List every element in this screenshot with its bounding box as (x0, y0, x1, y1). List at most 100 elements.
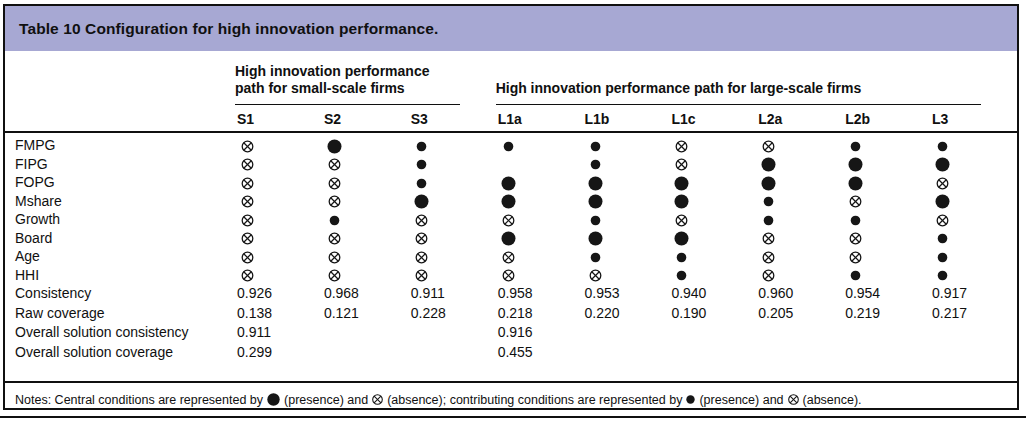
central-presence-icon (588, 194, 603, 209)
contributing-presence-icon (848, 268, 863, 283)
absence-icon (674, 139, 689, 154)
cell-overall-solution-coverage-L2a (756, 343, 843, 363)
cell-fopg-L3 (930, 173, 1017, 192)
absence-icon (848, 231, 863, 246)
cell-fmpg-L2a (756, 132, 843, 155)
absence-icon (240, 157, 255, 172)
table-10-figure: Table 10 Configuration for high innovati… (0, 0, 1026, 423)
cell-mshare-L1b (583, 192, 670, 211)
central-presence-icon (674, 194, 689, 209)
central-presence-icon (501, 176, 516, 191)
contributing-presence-icon (848, 213, 863, 228)
notes-text-3: (absence); contributing conditions are r… (387, 393, 682, 407)
cell-fipg-L2b (843, 155, 930, 174)
cell-raw-coverage-S1: 0.138 (235, 304, 322, 324)
table-title-band: Table 10 Configuration for high innovati… (5, 6, 1017, 51)
cell-age-L3 (930, 247, 1017, 266)
row-label-overall-solution-coverage: Overall solution coverage (5, 343, 235, 363)
cell-board-L3 (930, 229, 1017, 248)
stat-row-raw-coverage: Raw coverage0.1380.1210.2280.2180.2200.1… (5, 304, 1017, 324)
cell-mshare-L2a (756, 192, 843, 211)
column-header-L1a: L1a (496, 105, 583, 132)
absence-icon (501, 250, 516, 265)
cell-overall-solution-coverage-L1c (669, 343, 756, 363)
cell-fipg-L1c (669, 155, 756, 174)
row-label-raw-coverage: Raw coverage (5, 304, 235, 324)
contributing-presence-icon (501, 139, 516, 154)
table-title: Table 10 Configuration for high innovati… (19, 20, 438, 38)
cell-growth-S2 (322, 210, 409, 229)
column-header-L2b: L2b (843, 105, 930, 132)
column-group-large-scale-firms: High innovation performance path for lar… (496, 51, 1017, 105)
notes-text-2: (presence) and (284, 393, 368, 407)
row-label-board: Board (5, 229, 235, 248)
absence-icon (327, 176, 342, 191)
contributing-presence-icon (327, 213, 342, 228)
contributing-presence-icon (935, 139, 950, 154)
cell-growth-S1 (235, 210, 322, 229)
cell-consistency-L1a: 0.958 (496, 284, 583, 304)
cell-mshare-L1c (669, 192, 756, 211)
cell-growth-L1a (496, 210, 583, 229)
cell-overall-solution-consistency-L3 (930, 323, 1017, 343)
contributing-presence-icon (848, 139, 863, 154)
cell-overall-solution-coverage-L1a: 0.455 (496, 343, 583, 363)
cell-hhi-L1a (496, 266, 583, 285)
cell-fipg-S1 (235, 155, 322, 174)
column-header-S2: S2 (322, 105, 409, 132)
stat-row-overall-solution-consistency: Overall solution consistency0.9110.916 (5, 323, 1017, 343)
cell-overall-solution-coverage-S3 (409, 343, 496, 363)
absence-icon (761, 250, 776, 265)
contributing-presence-icon (588, 250, 603, 265)
cell-age-S2 (322, 247, 409, 266)
cell-consistency-L1c: 0.940 (669, 284, 756, 304)
cell-fipg-L1b (583, 155, 670, 174)
cell-hhi-L1b (583, 266, 670, 285)
row-label-fopg: FOPG (5, 173, 235, 192)
cell-overall-solution-coverage-L1b (583, 343, 670, 363)
notes-text-5: (absence). (803, 393, 862, 407)
cell-growth-L2b (843, 210, 930, 229)
configuration-table-wrap: High innovation performance path for sma… (5, 51, 1017, 381)
absence-icon (327, 231, 342, 246)
cell-growth-L2a (756, 210, 843, 229)
absence-icon (240, 213, 255, 228)
central-presence-icon (761, 157, 776, 172)
absence-icon (327, 157, 342, 172)
column-header-L1b: L1b (583, 105, 670, 132)
table-frame: Table 10 Configuration for high innovati… (3, 4, 1019, 410)
cell-growth-L1b (583, 210, 670, 229)
cell-mshare-S3 (409, 192, 496, 211)
contributing-presence-icon (935, 268, 950, 283)
cell-consistency-S1: 0.926 (235, 284, 322, 304)
cell-hhi-L2a (756, 266, 843, 285)
absence-icon (788, 394, 799, 405)
central-presence-icon (414, 194, 429, 209)
column-header-S3: S3 (409, 105, 496, 132)
cell-age-L1a (496, 247, 583, 266)
cell-growth-L3 (930, 210, 1017, 229)
cell-raw-coverage-L2b: 0.219 (843, 304, 930, 324)
condition-row-mshare: Mshare (5, 192, 1017, 211)
central-presence-icon (848, 157, 863, 172)
cell-fipg-S2 (322, 155, 409, 174)
notes-text-1: Notes: Central conditions are represente… (15, 393, 263, 407)
column-group-small-scale-firms: High innovation performance path for sma… (235, 51, 496, 105)
stat-row-consistency: Consistency0.9260.9680.9110.9580.9530.94… (5, 284, 1017, 304)
row-label-overall-solution-consistency: Overall solution consistency (5, 323, 235, 343)
cell-raw-coverage-S2: 0.121 (322, 304, 409, 324)
cell-board-S2 (322, 229, 409, 248)
cell-consistency-S2: 0.968 (322, 284, 409, 304)
condition-row-board: Board (5, 229, 1017, 248)
absence-icon (501, 213, 516, 228)
absence-icon (501, 268, 516, 283)
cell-raw-coverage-L2a: 0.205 (756, 304, 843, 324)
absence-icon (327, 194, 342, 209)
cell-fopg-L1a (496, 173, 583, 192)
central-presence-icon (588, 176, 603, 191)
cell-age-L1c (669, 247, 756, 266)
contributing-presence-icon (588, 157, 603, 172)
figure-bottom-rule (0, 416, 1026, 418)
absence-icon (761, 139, 776, 154)
central-presence-icon (674, 176, 689, 191)
